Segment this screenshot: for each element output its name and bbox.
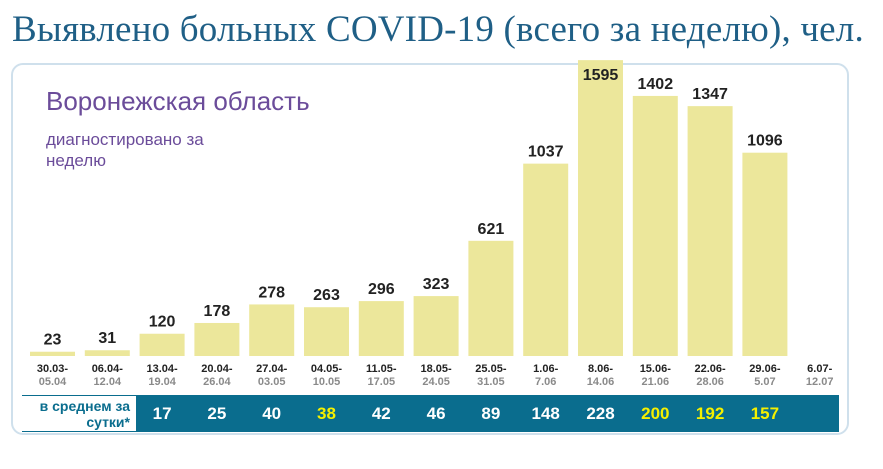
daily-average-label: в среднем за сутки* [22,396,136,431]
bar [249,304,295,356]
value-label: 278 [258,284,285,301]
tick-label-to: 19.04 [148,376,176,388]
tick-label-to: 14.06 [587,376,615,388]
tick-label-from: 18.05- [420,363,452,375]
region-name: Воронежская область [46,86,310,116]
daily-average-value: 42 [371,404,391,423]
tick-label-from: 25.05- [475,363,507,375]
tick-label-from: 8.06- [588,363,613,375]
value-label: 323 [423,276,450,293]
daily-average-value: 148 [531,404,560,423]
daily-average-value: 17 [152,404,172,423]
daily-average-value: 38 [317,404,336,423]
tick-label-to: 21.06 [642,376,670,388]
bar [687,106,733,356]
tick-label-from: 1.06- [533,363,558,375]
tick-label-to: 12.07 [806,376,834,388]
bar [413,296,459,356]
tick-label-from: 04.05- [311,363,343,375]
value-label: 621 [478,221,505,238]
value-label: 1347 [692,86,728,103]
value-label: 1402 [638,76,674,93]
bar [30,351,75,356]
tick-label-from: 20.04- [201,363,233,375]
daily-average-value: 228 [586,404,615,423]
tick-label-to: 7.06 [535,376,556,388]
tick-label-from: 06.04- [92,363,124,375]
tick-label-from: 30.03- [37,363,69,375]
value-label: 23 [44,332,62,349]
bar [194,322,240,356]
tick-label-from: 6.07- [807,363,832,375]
value-label: 120 [149,314,176,331]
bar [358,301,404,356]
tick-label-to: 28.06 [696,376,724,388]
value-label: 1096 [747,133,783,150]
tick-label-to: 05.04 [39,376,67,388]
value-label: 1037 [528,144,564,161]
daily-average-value: 157 [750,404,780,423]
bar [468,240,514,356]
tick-label-from: 15.06- [640,363,672,375]
value-label: 296 [368,281,395,298]
bar [304,307,349,356]
tick-label-from: 11.05- [366,363,397,375]
daily-average-value: 200 [641,404,670,423]
tick-label-to: 12.04 [94,376,122,388]
tick-label-from: 27.04- [256,363,288,375]
bar [578,60,623,356]
daily-average-band [22,395,839,432]
daily-average-value: 25 [207,404,227,423]
daily-average-value: 192 [695,404,725,423]
tick-label-from: 29.06- [749,363,781,375]
daily-average-value: 40 [262,404,282,423]
bar [523,163,569,356]
bar [632,95,678,356]
tick-label-to: 10.05 [313,376,341,388]
chart-subtitle: диагностировано за неделю [46,130,204,170]
bar [84,350,130,356]
daily-average-value: 46 [426,404,446,423]
tick-label-from: 22.06- [694,363,726,375]
chart-title: Выявлено больных COVID-19 (всего за неде… [12,9,864,50]
daily-average-value: 89 [481,404,501,423]
tick-label-to: 31.05 [477,376,505,388]
value-label: 178 [204,303,231,320]
tick-label-to: 03.05 [258,376,286,388]
tick-label-to: 26.04 [203,376,231,388]
tick-label-to: 17.05 [368,376,396,388]
bar [742,152,788,356]
value-label: 1595 [583,67,619,84]
tick-label-from: 13.04- [146,363,178,375]
value-label: 31 [98,330,116,347]
bar [139,333,185,356]
tick-label-to: 5.07 [754,376,775,388]
tick-label-to: 24.05 [422,376,450,388]
value-label: 263 [313,287,340,304]
